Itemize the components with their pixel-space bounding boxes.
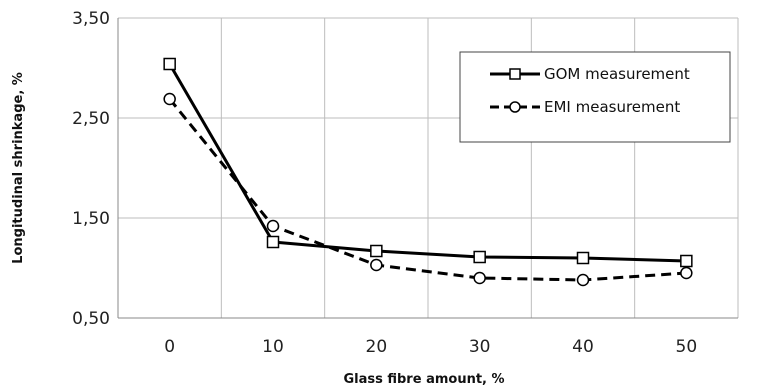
x-tick-label: 20 [366,337,388,357]
data-point-gom [163,57,176,71]
data-point-emi [370,258,383,272]
grid [117,17,739,319]
y-tick-label: 1,50 [72,209,110,229]
y-tick-label: 0,50 [72,309,110,329]
data-point-gom [370,244,383,258]
y-tick-label: 2,50 [72,109,110,129]
data-point-emi [576,273,590,287]
x-axis-title: Glass fibre amount, % [343,372,504,387]
data-point-emi [680,266,693,280]
data-point-emi [266,219,280,233]
x-axis-ticks: 0 10 20 30 40 50 [164,337,697,357]
legend: GOM measurement EMI measurement [459,51,731,143]
y-axis-title: Longitudinal shrinkage, % [11,72,26,264]
legend-gom-label: GOM measurement [544,65,690,83]
legend-emi-marker [509,101,521,113]
x-tick-label: 10 [262,337,284,357]
x-tick-label: 50 [676,337,698,357]
y-axis-ticks: 0,50 1,50 2,50 3,50 [72,9,110,329]
data-point-gom [473,250,486,264]
legend-box [459,51,731,143]
x-tick-label: 40 [572,337,594,357]
data-point-emi [163,92,176,106]
x-tick-label: 0 [164,337,175,357]
data-point-gom [680,254,693,268]
data-point-gom [266,235,280,249]
series-layer [163,57,693,287]
y-tick-label: 3,50 [72,9,110,29]
x-tick-label: 30 [469,337,491,357]
data-point-gom [576,251,590,265]
data-point-emi [473,271,486,285]
series-line-emi [168,98,687,282]
legend-gom-marker [509,68,521,80]
series-line-gom [168,63,687,263]
legend-emi-label: EMI measurement [544,98,680,116]
